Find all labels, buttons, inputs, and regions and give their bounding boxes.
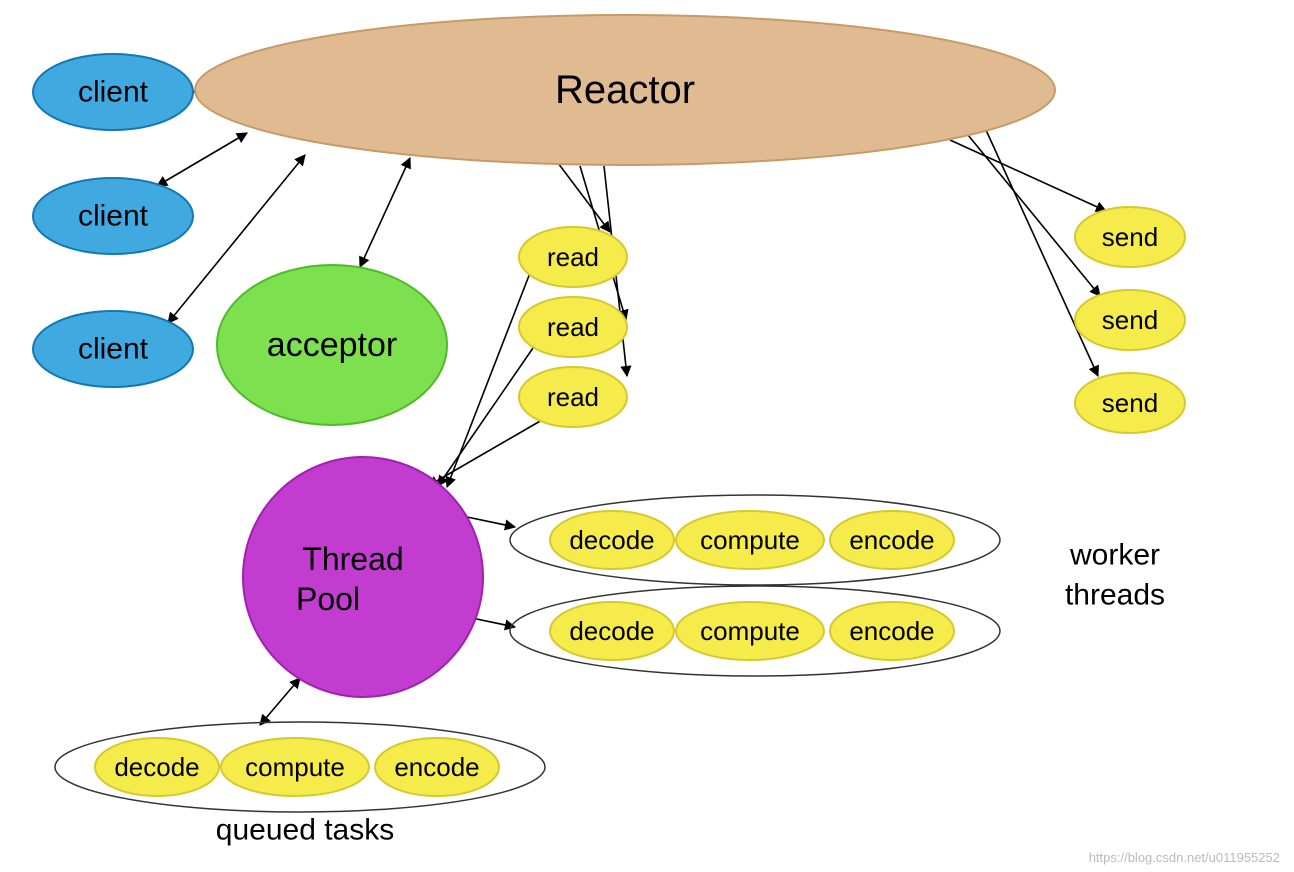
- w1_compute-label: compute: [700, 525, 800, 555]
- worker-threads-label-2: threads: [1065, 579, 1165, 612]
- read3-label: read: [547, 382, 599, 412]
- q_compute-label: compute: [245, 752, 345, 782]
- threadpool-node: [243, 457, 483, 697]
- reactor-diagram: Reactor client client client acceptor read rea…: [0, 0, 1294, 872]
- send2-label: send: [1102, 305, 1158, 335]
- w2_compute-label: compute: [700, 616, 800, 646]
- client3-label: client: [78, 333, 149, 366]
- reactor-label: Reactor: [555, 68, 695, 112]
- w1_encode-label: encode: [849, 525, 934, 555]
- q_decode-label: decode: [114, 752, 199, 782]
- queued-tasks-label: queued tasks: [216, 814, 394, 847]
- client1-label: client: [78, 76, 149, 109]
- acceptor-label: acceptor: [267, 326, 397, 364]
- w2_encode-label: encode: [849, 616, 934, 646]
- read2-label: read: [547, 312, 599, 342]
- threadpool-label2: Pool: [296, 581, 360, 617]
- w2_decode-label: decode: [569, 616, 654, 646]
- client2-label: client: [78, 200, 149, 233]
- w1_decode-label: decode: [569, 525, 654, 555]
- send1-label: send: [1102, 222, 1158, 252]
- q_encode-label: encode: [394, 752, 479, 782]
- read1-label: read: [547, 242, 599, 272]
- watermark-text: https://blog.csdn.net/u011955252: [1089, 850, 1280, 865]
- worker-threads-label-1: worker: [1069, 539, 1160, 572]
- threadpool-label1: Thread: [302, 541, 403, 577]
- send3-label: send: [1102, 388, 1158, 418]
